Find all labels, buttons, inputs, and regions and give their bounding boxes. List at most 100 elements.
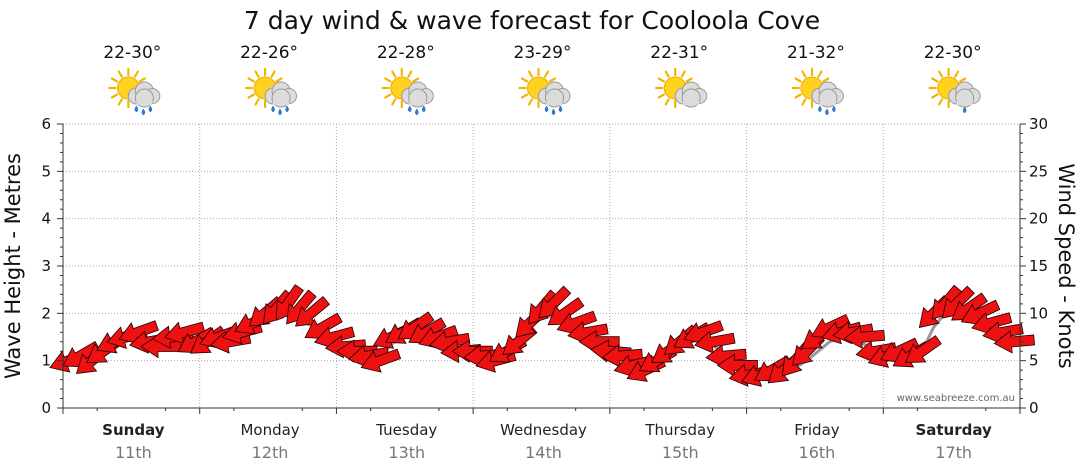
sun-cloud-rain-icon (244, 67, 298, 116)
temperature-range: 23-29° (514, 43, 572, 63)
left-tick-label: 1 (41, 352, 51, 370)
right-tick-label: 10 (1029, 304, 1048, 322)
day-header-saturday: 22-30° (924, 43, 982, 114)
sun-cloud-rain-icon (381, 67, 434, 116)
cloud (264, 81, 298, 108)
day-labels: Sunday 11th Monday 12th Tuesday 13th Wednesday… (102, 421, 992, 462)
right-tick-label: 5 (1029, 352, 1039, 370)
rain-drop (278, 108, 282, 116)
wind-arrow-marker (843, 325, 886, 349)
cloud (811, 81, 844, 108)
right-tick-label: 20 (1029, 210, 1048, 228)
day-name: Thursday (644, 421, 715, 439)
day-header-sunday: 22-30° (103, 43, 161, 116)
day-name: Sunday (102, 421, 165, 439)
sun-ray (801, 70, 807, 78)
sun-ray (247, 77, 255, 83)
day-label-saturday: Saturday 17th (915, 421, 992, 462)
day-name: Saturday (915, 421, 992, 439)
sun-ray (384, 77, 392, 83)
wind-series (49, 284, 1035, 387)
cloud (538, 81, 571, 108)
cloud-body (819, 95, 836, 105)
day-label-thursday: Thursday 15th (644, 421, 715, 462)
cloud-body (273, 95, 290, 105)
day-label-friday: Friday 16th (794, 421, 840, 462)
sun-ray (680, 70, 686, 78)
sun-ray (817, 70, 823, 78)
left-tick-label: 6 (41, 115, 51, 133)
cloud-body (683, 95, 700, 105)
sun-ray (938, 98, 944, 106)
sun-ray (117, 98, 123, 106)
sun-ray (931, 77, 939, 83)
day-header-wednesday: 23-29° (514, 43, 572, 116)
sun-ray (254, 70, 260, 78)
cloud (401, 81, 434, 108)
temperature-range: 21-32° (787, 43, 845, 63)
sun-ray (407, 70, 413, 78)
sun-ray (931, 93, 939, 99)
chart-axes: 0 1 2 3 4 5 6 0 5 10 15 20 25 30 (41, 115, 1048, 417)
sun-ray (270, 70, 276, 78)
day-header-tuesday: 22-28° (377, 43, 435, 116)
sun-ray (822, 77, 830, 83)
sun-ray (520, 93, 529, 99)
sun-ray (527, 70, 534, 78)
sun-cloud-rain-icon (518, 67, 571, 116)
day-date: 11th (115, 443, 152, 462)
sun-ray (391, 98, 397, 106)
axis-labels: Wave Height - Metres Wind Speed - Knots (1, 153, 1078, 379)
wind-arrow-marker (993, 330, 1035, 354)
day-name: Tuesday (375, 421, 437, 439)
cloud-body (956, 95, 973, 105)
sun-ray (657, 77, 666, 83)
day-date: 13th (388, 443, 425, 462)
rain-drop (415, 108, 419, 116)
day-header-monday: 22-26° (240, 43, 298, 116)
day-label-monday: Monday 12th (240, 421, 299, 462)
sun-ray (685, 77, 693, 83)
rain-drop (134, 105, 139, 113)
day-date: 16th (799, 443, 836, 462)
left-axis-label: Wave Height - Metres (1, 153, 25, 379)
sun-ray (664, 70, 670, 78)
sun-ray (958, 77, 967, 83)
right-tick-label: 15 (1029, 257, 1048, 275)
day-name: Friday (794, 421, 840, 439)
rain-drop (558, 105, 563, 113)
wind-arrow-marker (905, 335, 942, 364)
sun-ray (117, 70, 123, 78)
sun-ray (664, 98, 670, 106)
cloud (948, 81, 981, 108)
left-tick-label: 2 (41, 304, 51, 322)
day-date: 14th (525, 443, 562, 462)
day-header-friday: 21-32° (787, 43, 845, 116)
rain-drop (422, 105, 426, 113)
chart-grid (63, 123, 1020, 408)
day-date: 15th (662, 443, 699, 462)
rain-drop (818, 105, 822, 113)
sun-ray (794, 93, 802, 99)
right-tick-label: 25 (1029, 162, 1048, 180)
cloud-body (136, 95, 153, 105)
temperature-range: 22-31° (650, 43, 708, 63)
day-header-thursday: 22-31° (650, 43, 708, 109)
rain-drop (544, 105, 549, 113)
sun-ray (938, 70, 944, 78)
sun-ray (527, 98, 534, 106)
watermark: www.seabreeze.com.au (897, 393, 1015, 404)
temperature-range: 22-26° (240, 43, 298, 63)
sun-ray (548, 77, 557, 83)
sun-ray (411, 77, 420, 83)
sun-ray (543, 70, 550, 78)
day-date: 17th (935, 443, 972, 462)
sun-ray (138, 77, 146, 83)
rain-drop (825, 108, 829, 116)
rain-drop (148, 105, 153, 113)
right-tick-label: 30 (1029, 115, 1048, 133)
left-tick-label: 3 (41, 257, 51, 275)
sun-ray (391, 70, 397, 78)
cloud (127, 81, 161, 108)
